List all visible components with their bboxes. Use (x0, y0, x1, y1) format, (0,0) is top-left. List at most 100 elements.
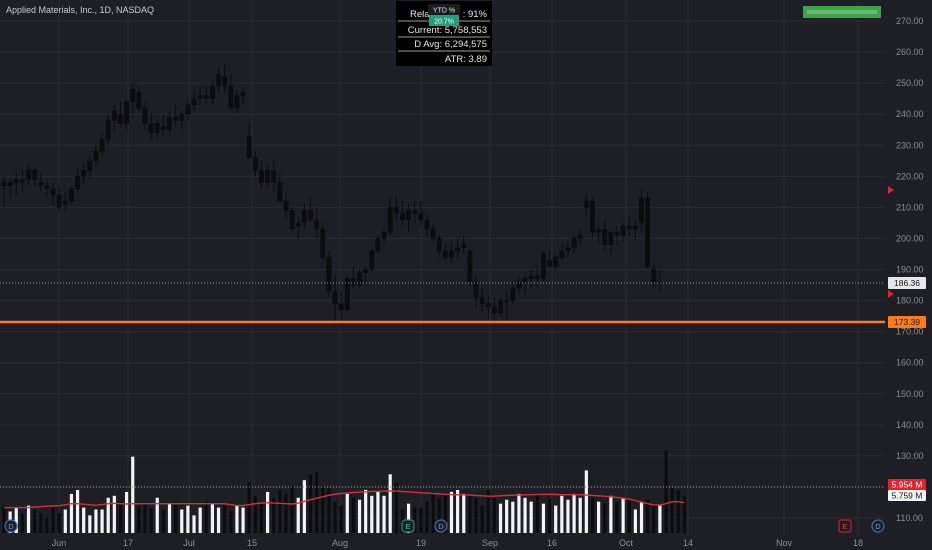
volume-bar (2, 505, 6, 533)
candle (510, 281, 516, 304)
candle (289, 207, 295, 233)
candle (326, 250, 332, 298)
event-marker-earnings[interactable]: E (401, 519, 415, 533)
candle (154, 117, 160, 140)
price-tick-label: 210.00 (896, 202, 924, 212)
marker-letter: E (842, 522, 847, 531)
volume-bar (290, 486, 294, 533)
volume-bar (278, 489, 282, 533)
candle (565, 241, 571, 258)
candle (449, 241, 454, 264)
time-axis[interactable]: Jun 17 Jul 15 Aug 19 Sep 16 Oct 14 Nov 18 (52, 538, 863, 548)
volume-bar (639, 501, 644, 533)
volume-bar (394, 482, 398, 533)
candle (406, 204, 412, 233)
volume-bar (39, 513, 43, 533)
candle (498, 297, 503, 317)
candle (191, 92, 197, 112)
volume-bar (321, 486, 325, 533)
daily-average-volume: D Avg: 6,294,575 (414, 39, 487, 50)
volume-bar (572, 493, 576, 533)
candle (639, 188, 644, 233)
candle (197, 86, 203, 105)
event-marker-dividend[interactable]: D (4, 519, 18, 533)
marker-letter: D (438, 522, 444, 531)
support-price-badge: 173.39 (888, 316, 926, 328)
candle (173, 104, 179, 127)
alert-arrow-icon[interactable] (888, 186, 894, 194)
volume-bar (247, 482, 251, 533)
volume-bar (235, 505, 239, 533)
volume-bar (149, 507, 153, 533)
time-tick-label: 15 (247, 538, 257, 548)
volume-bar (63, 509, 67, 533)
volume-bar (14, 507, 18, 533)
candle (209, 80, 215, 105)
chart-title: Applied Materials, Inc., 1D, NASDAQ (6, 5, 154, 15)
candle (479, 288, 485, 313)
volume-bar (253, 495, 257, 533)
volume-bar (560, 495, 564, 533)
candle (516, 275, 522, 295)
candle (308, 198, 313, 223)
volume-bar (223, 505, 227, 533)
volume-bar (431, 491, 435, 533)
candle (418, 201, 424, 227)
relvol-value: : 91% (463, 9, 488, 20)
event-marker-dividend[interactable]: D (434, 519, 448, 533)
volume-bar (511, 501, 515, 533)
candle (522, 275, 528, 295)
time-tick-label: Jul (183, 538, 195, 548)
volume-bar (118, 501, 123, 533)
event-marker-dividend-upcoming[interactable]: D (871, 519, 885, 533)
volume-ma-text: 5.954 M (892, 480, 923, 490)
volume-bar (351, 497, 356, 533)
candle (632, 219, 638, 242)
candle (99, 132, 105, 158)
candle (369, 247, 375, 273)
price-tick-label: 130.00 (896, 451, 924, 461)
volume-bar (554, 505, 558, 533)
candle (626, 216, 632, 236)
volume-bar (535, 493, 539, 533)
price-tick-label: 220.00 (896, 171, 924, 181)
volume-bar (241, 507, 245, 533)
candle (657, 269, 663, 292)
candle (590, 198, 595, 239)
candle (583, 194, 589, 217)
candle (7, 179, 13, 199)
volume-bar (192, 515, 196, 533)
candle (412, 201, 418, 223)
volume-bar (419, 507, 423, 533)
price-tick-label: 160.00 (896, 358, 924, 368)
volume-bar (578, 497, 582, 533)
candle (467, 247, 473, 286)
volume-bar (174, 501, 178, 533)
candle (645, 191, 651, 270)
candle (271, 160, 277, 192)
candle (393, 198, 399, 220)
volume-bar (143, 503, 147, 533)
volume-bar (621, 497, 625, 533)
time-tick-label: 14 (683, 538, 693, 548)
volume-bar (456, 489, 460, 533)
candle (430, 222, 436, 242)
volume-bar (339, 505, 343, 533)
volume-bar (315, 472, 319, 533)
candle (455, 238, 461, 261)
event-marker-earnings-upcoming[interactable]: E (838, 519, 852, 533)
candle (375, 235, 381, 254)
candle (651, 263, 657, 289)
volume-bar (566, 499, 570, 533)
volume-bar (112, 495, 116, 533)
volume-bar (462, 493, 466, 533)
candle (547, 250, 553, 267)
candle (87, 154, 93, 180)
volume-bar (357, 499, 362, 533)
ytd-value: 20.7% (434, 19, 454, 26)
volume-bar (198, 507, 202, 533)
alert-arrow-icon[interactable] (888, 290, 894, 298)
price-tick-label: 200.00 (896, 233, 924, 243)
volume-bar (296, 497, 300, 533)
